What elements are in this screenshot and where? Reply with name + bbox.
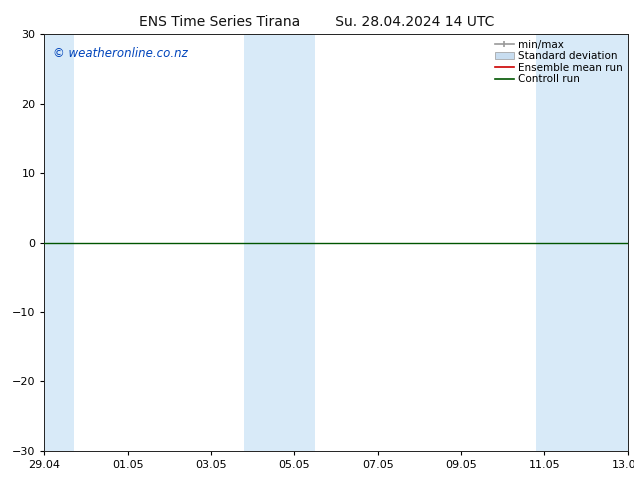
Bar xyxy=(244,34,315,451)
Bar xyxy=(536,34,628,451)
Text: ENS Time Series Tirana        Su. 28.04.2024 14 UTC: ENS Time Series Tirana Su. 28.04.2024 14… xyxy=(139,15,495,29)
Text: © weatheronline.co.nz: © weatheronline.co.nz xyxy=(53,47,188,60)
Legend: min/max, Standard deviation, Ensemble mean run, Controll run: min/max, Standard deviation, Ensemble me… xyxy=(493,37,624,86)
Bar xyxy=(44,34,74,451)
